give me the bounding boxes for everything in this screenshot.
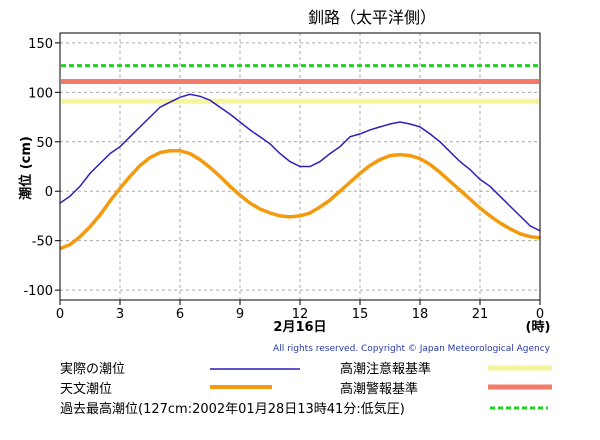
x-tick-label-0: 0 bbox=[56, 307, 64, 322]
series-line-astronomical bbox=[60, 148, 540, 251]
x-tick-label-4: 12 bbox=[292, 307, 309, 322]
copyright-text: All rights reserved. Copyright © Japan M… bbox=[273, 344, 551, 354]
legend-label-warning: 高潮警報基準 bbox=[340, 381, 418, 397]
x-axis-label: 2月16日 bbox=[273, 320, 326, 335]
legend-label-record: 過去最高潮位(127cm:2002年01月28日13時41分:低気圧) bbox=[60, 401, 405, 417]
x-tick-labels: 0 3 6 9 12 15 18 21 0 bbox=[56, 307, 544, 322]
series-lines bbox=[60, 93, 540, 251]
grid-lines bbox=[55, 33, 541, 305]
x-tick-label-8: 0 bbox=[536, 307, 544, 322]
legend-label-astronomical: 天文潮位 bbox=[60, 382, 112, 397]
plot-frame bbox=[59, 32, 541, 301]
series-line-actual bbox=[60, 93, 540, 232]
legend-label-advisory: 高潮注意報基準 bbox=[340, 361, 431, 377]
y-tick-label-4: 100 bbox=[28, 86, 53, 101]
x-tick-label-7: 21 bbox=[472, 307, 489, 322]
chart-title: 釧路（太平洋側） bbox=[308, 8, 436, 27]
x-tick-label-6: 18 bbox=[412, 307, 429, 322]
threshold-lines bbox=[61, 64, 539, 104]
y-tick-labels: -100 -50 0 50 100 150 bbox=[23, 37, 53, 299]
legend-label-actual: 実際の潮位 bbox=[60, 361, 125, 377]
x-axis-unit: (時) bbox=[526, 319, 551, 335]
x-tick-label-2: 6 bbox=[176, 307, 184, 322]
y-tick-label-2: 0 bbox=[45, 185, 53, 200]
y-tick-label-1: -50 bbox=[32, 235, 53, 250]
y-tick-label-3: 50 bbox=[36, 136, 53, 151]
x-tick-label-3: 9 bbox=[236, 307, 244, 322]
legend: 実際の潮位 天文潮位 高潮注意報基準 高潮警報基準 過去最高潮位(127cm:2… bbox=[60, 361, 552, 417]
y-tick-label-5: 150 bbox=[28, 37, 53, 52]
x-tick-label-5: 15 bbox=[352, 307, 369, 322]
y-tick-label-0: -100 bbox=[23, 284, 53, 299]
x-tick-label-1: 3 bbox=[116, 307, 124, 322]
y-axis-label: 潮位 (cm) bbox=[18, 136, 34, 200]
